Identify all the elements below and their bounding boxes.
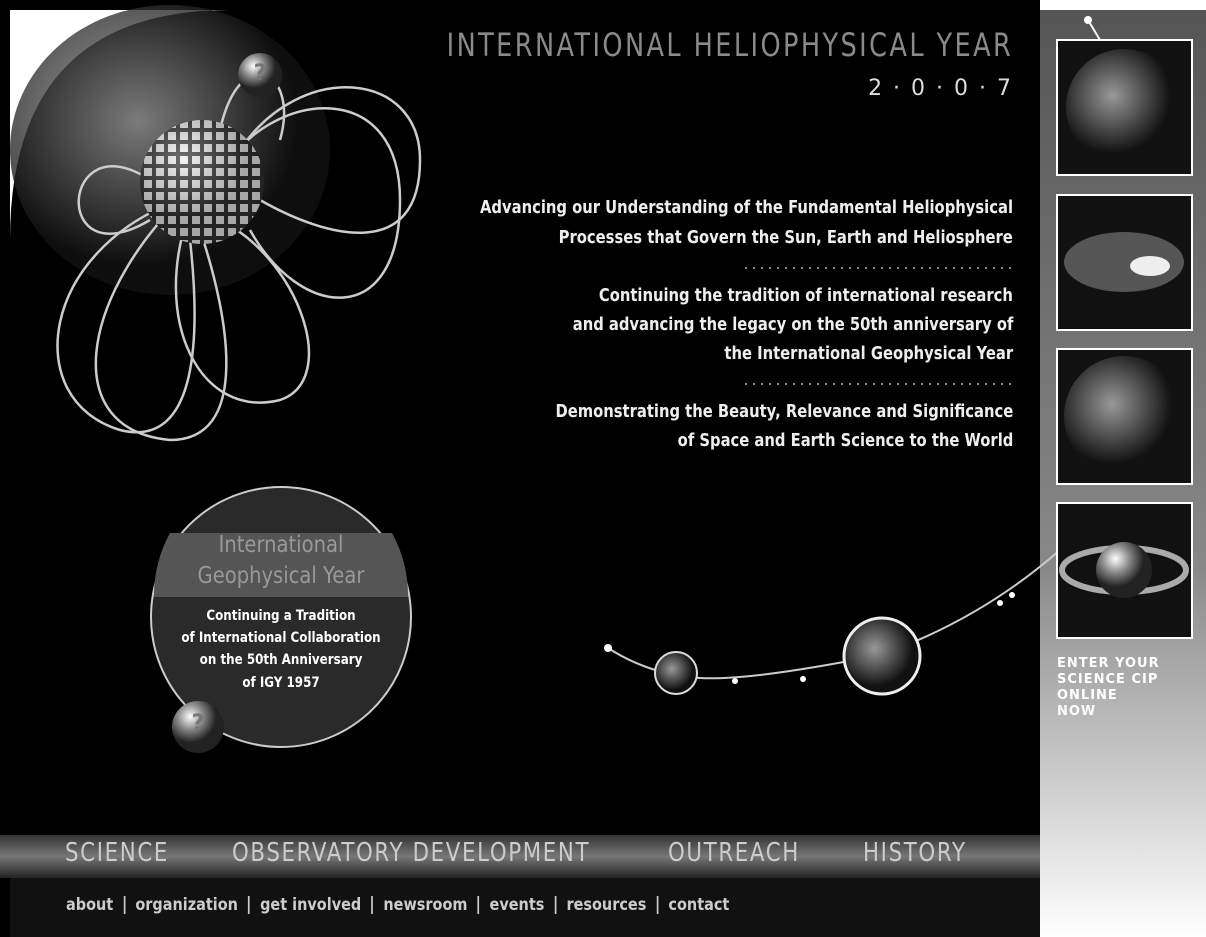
main-nav-link[interactable]: OUTREACH <box>668 838 800 868</box>
tagline-line: Demonstrating the Beauty, Relevance and … <box>555 401 1013 422</box>
main-nav-link[interactable]: OBSERVATORY DEVELOPMENT <box>232 838 590 868</box>
igy-title[interactable]: Geophysical Year <box>171 563 392 589</box>
background-art <box>0 0 1206 937</box>
tagline-line: Continuing the tradition of internationa… <box>599 285 1013 306</box>
cta-line[interactable]: ENTER YOUR <box>1057 656 1160 671</box>
igy-title[interactable]: International <box>171 532 392 558</box>
help-icon[interactable]: ? <box>186 711 210 736</box>
igy-text: of IGY 1957 <box>171 675 392 691</box>
sub-nav-link[interactable]: get involved <box>248 896 371 914</box>
sub-nav-link[interactable]: contact <box>657 896 740 914</box>
sub-nav: about organization get involved newsroom… <box>66 896 740 914</box>
main-nav-link[interactable]: SCIENCE <box>65 838 169 868</box>
sub-nav-link[interactable]: events <box>478 896 555 914</box>
sub-nav-link[interactable]: organization <box>123 896 248 914</box>
cta-line[interactable]: SCIENCE CIP <box>1057 672 1158 687</box>
page: INTERNATIONAL HELIOPHYSICAL YEAR 2 · 0 ·… <box>0 0 1206 937</box>
igy-text: of International Collaboration <box>171 630 392 646</box>
help-icon[interactable]: ? <box>248 61 272 86</box>
main-nav-link[interactable]: HISTORY <box>863 838 967 868</box>
tagline-line: of Space and Earth Science to the World <box>677 430 1013 451</box>
site-title: INTERNATIONAL HELIOPHYSICAL YEAR <box>446 26 1013 64</box>
tagline-line: the International Geophysical Year <box>724 343 1013 364</box>
igy-text: on the 50th Anniversary <box>171 652 392 668</box>
sub-nav-link[interactable]: resources <box>555 896 657 914</box>
sub-nav-link[interactable]: newsroom <box>371 896 477 914</box>
tagline-line: Processes that Govern the Sun, Earth and… <box>559 227 1013 248</box>
tagline-line: Advancing our Understanding of the Funda… <box>480 197 1013 218</box>
tagline-line: and advancing the legacy on the 50th ann… <box>572 314 1013 335</box>
cta-line[interactable]: NOW <box>1057 704 1096 719</box>
cta-line[interactable]: ONLINE <box>1057 688 1118 703</box>
site-year: 2 · 0 · 0 · 7 <box>868 76 1013 101</box>
sub-nav-link[interactable]: about <box>66 896 123 914</box>
igy-text: Continuing a Tradition <box>171 608 392 624</box>
